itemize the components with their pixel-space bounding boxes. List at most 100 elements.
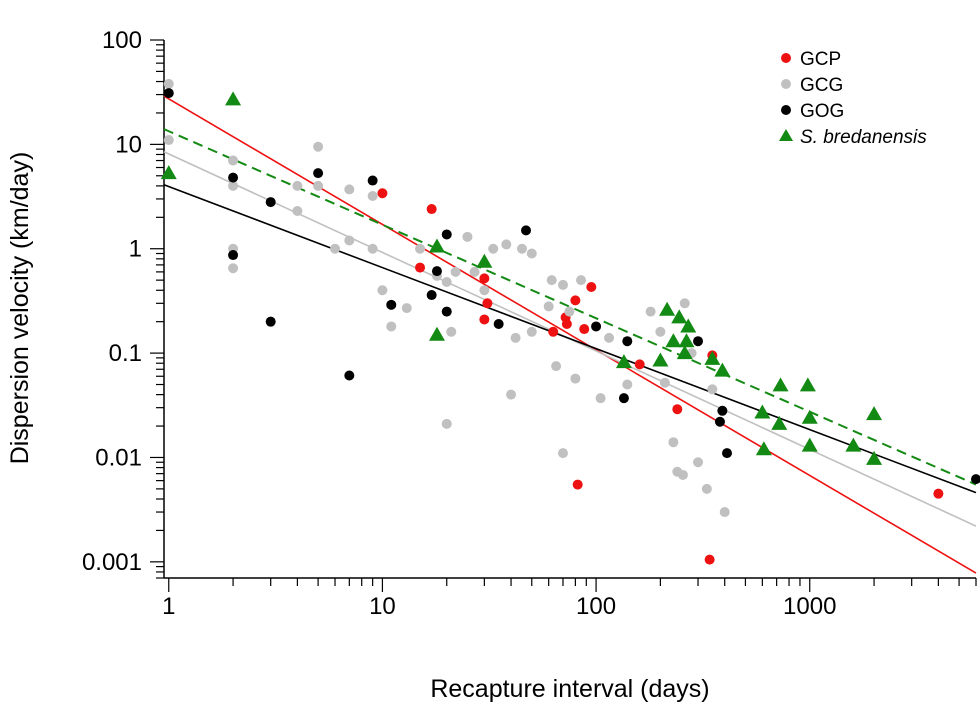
y-tick-label: 1 xyxy=(129,236,142,263)
data-point-gog xyxy=(521,225,532,236)
data-point-gcp xyxy=(415,262,426,273)
data-point-gog xyxy=(265,197,276,208)
data-point-gog xyxy=(441,306,452,317)
data-point-gog xyxy=(971,474,980,485)
data-point-gcg xyxy=(377,285,388,296)
data-point-gcg xyxy=(557,279,568,290)
data-point-gog xyxy=(367,175,378,186)
data-point-gcp xyxy=(634,359,645,370)
data-point-gcg xyxy=(330,243,341,254)
y-axis: 0.001 0.01 0.1 1 10 100 xyxy=(82,27,164,579)
trend-line-gcp xyxy=(163,95,977,574)
data-point-gcg xyxy=(526,326,537,337)
data-point-gcg xyxy=(645,306,656,317)
data-point-gog xyxy=(714,416,725,427)
data-point-s-bredanensis xyxy=(680,318,697,333)
data-points xyxy=(160,78,980,565)
data-point-s-bredanensis xyxy=(659,301,676,316)
data-point-s-bredanensis xyxy=(428,238,445,253)
data-point-gcp xyxy=(586,281,597,292)
legend-marker-gcp xyxy=(781,53,791,63)
data-point-gcp xyxy=(672,404,683,415)
data-point-gcg xyxy=(546,275,557,286)
data-point-gcp xyxy=(579,324,590,335)
data-point-gcg xyxy=(488,243,499,254)
data-point-gcp xyxy=(572,479,583,490)
legend-marker-gcg xyxy=(781,79,791,89)
data-point-s-bredanensis xyxy=(652,352,669,367)
legend-label-gcg: GCG xyxy=(800,75,843,96)
data-point-s-bredanensis xyxy=(799,377,816,392)
data-point-gcg xyxy=(506,389,517,400)
data-point-gcg xyxy=(450,266,461,277)
data-point-gog xyxy=(493,319,504,330)
data-point-gog xyxy=(618,393,629,404)
data-point-gcg xyxy=(707,384,718,395)
x-tick-label: 100 xyxy=(576,593,616,620)
data-point-s-bredanensis xyxy=(476,253,493,268)
x-axis: 1 10 100 1000 xyxy=(162,578,977,620)
data-point-gcp xyxy=(377,188,388,199)
legend: GCP GCG GOG S. bredanensis xyxy=(779,49,927,148)
data-point-gcp xyxy=(933,488,944,499)
data-point-gcp xyxy=(570,295,581,306)
data-point-s-bredanensis xyxy=(866,406,883,421)
data-point-s-bredanensis xyxy=(755,441,772,456)
data-point-gcg xyxy=(622,379,633,390)
data-point-gcg xyxy=(510,332,521,343)
data-point-gog xyxy=(265,316,276,327)
data-point-s-bredanensis xyxy=(772,377,789,392)
data-point-s-bredanensis xyxy=(714,362,731,377)
legend-marker-gog xyxy=(781,105,791,115)
data-point-s-bredanensis xyxy=(801,409,818,424)
data-point-gcg xyxy=(292,205,303,216)
y-tick-label: 0.01 xyxy=(95,444,142,471)
data-point-gcg xyxy=(163,135,174,146)
data-point-gog xyxy=(313,168,324,179)
data-point-gcg xyxy=(441,418,452,429)
data-point-gcp xyxy=(482,298,493,309)
data-point-gcg xyxy=(228,180,239,191)
data-point-gcg xyxy=(228,263,239,274)
data-point-gcg xyxy=(516,243,527,254)
data-point-gcg xyxy=(501,239,512,250)
data-point-gcg xyxy=(367,191,378,202)
data-point-gog xyxy=(693,336,704,347)
data-point-gcg xyxy=(401,303,412,314)
data-point-s-bredanensis xyxy=(676,345,693,360)
x-tick-label: 1000 xyxy=(783,593,836,620)
legend-label-gcp: GCP xyxy=(800,49,841,70)
data-point-gcg xyxy=(415,243,426,254)
data-point-gcg xyxy=(386,321,397,332)
legend-marker-s-bredanensis xyxy=(779,129,793,141)
data-point-gcg xyxy=(655,326,666,337)
data-point-gcg xyxy=(595,393,606,404)
data-point-s-bredanensis xyxy=(845,437,862,452)
data-point-gcg xyxy=(228,155,239,166)
data-point-s-bredanensis xyxy=(771,415,788,430)
data-point-gcg xyxy=(344,235,355,246)
data-point-gcg xyxy=(344,184,355,195)
data-point-gog xyxy=(163,88,174,99)
data-point-gcp xyxy=(561,319,572,330)
data-point-s-bredanensis xyxy=(754,404,771,419)
data-point-s-bredanensis xyxy=(225,91,242,106)
data-point-gcg xyxy=(551,361,562,372)
data-point-gcp xyxy=(479,314,490,325)
y-tick-label: 100 xyxy=(102,27,142,54)
x-tick-label: 1 xyxy=(162,593,175,620)
data-point-gog xyxy=(228,250,239,261)
data-point-gcg xyxy=(543,301,554,312)
x-axis-title: Recapture interval (days) xyxy=(430,675,709,703)
data-point-gcp xyxy=(548,326,559,337)
data-point-gcg xyxy=(163,78,174,89)
data-point-gcg xyxy=(526,248,537,259)
data-point-gog xyxy=(722,448,733,459)
data-point-s-bredanensis xyxy=(671,309,688,324)
data-point-gcg xyxy=(479,285,490,296)
data-point-gog xyxy=(426,290,437,301)
data-point-gog xyxy=(431,266,442,277)
data-point-gcg xyxy=(446,326,457,337)
data-point-gcg xyxy=(570,373,581,384)
data-point-s-bredanensis xyxy=(160,165,177,180)
